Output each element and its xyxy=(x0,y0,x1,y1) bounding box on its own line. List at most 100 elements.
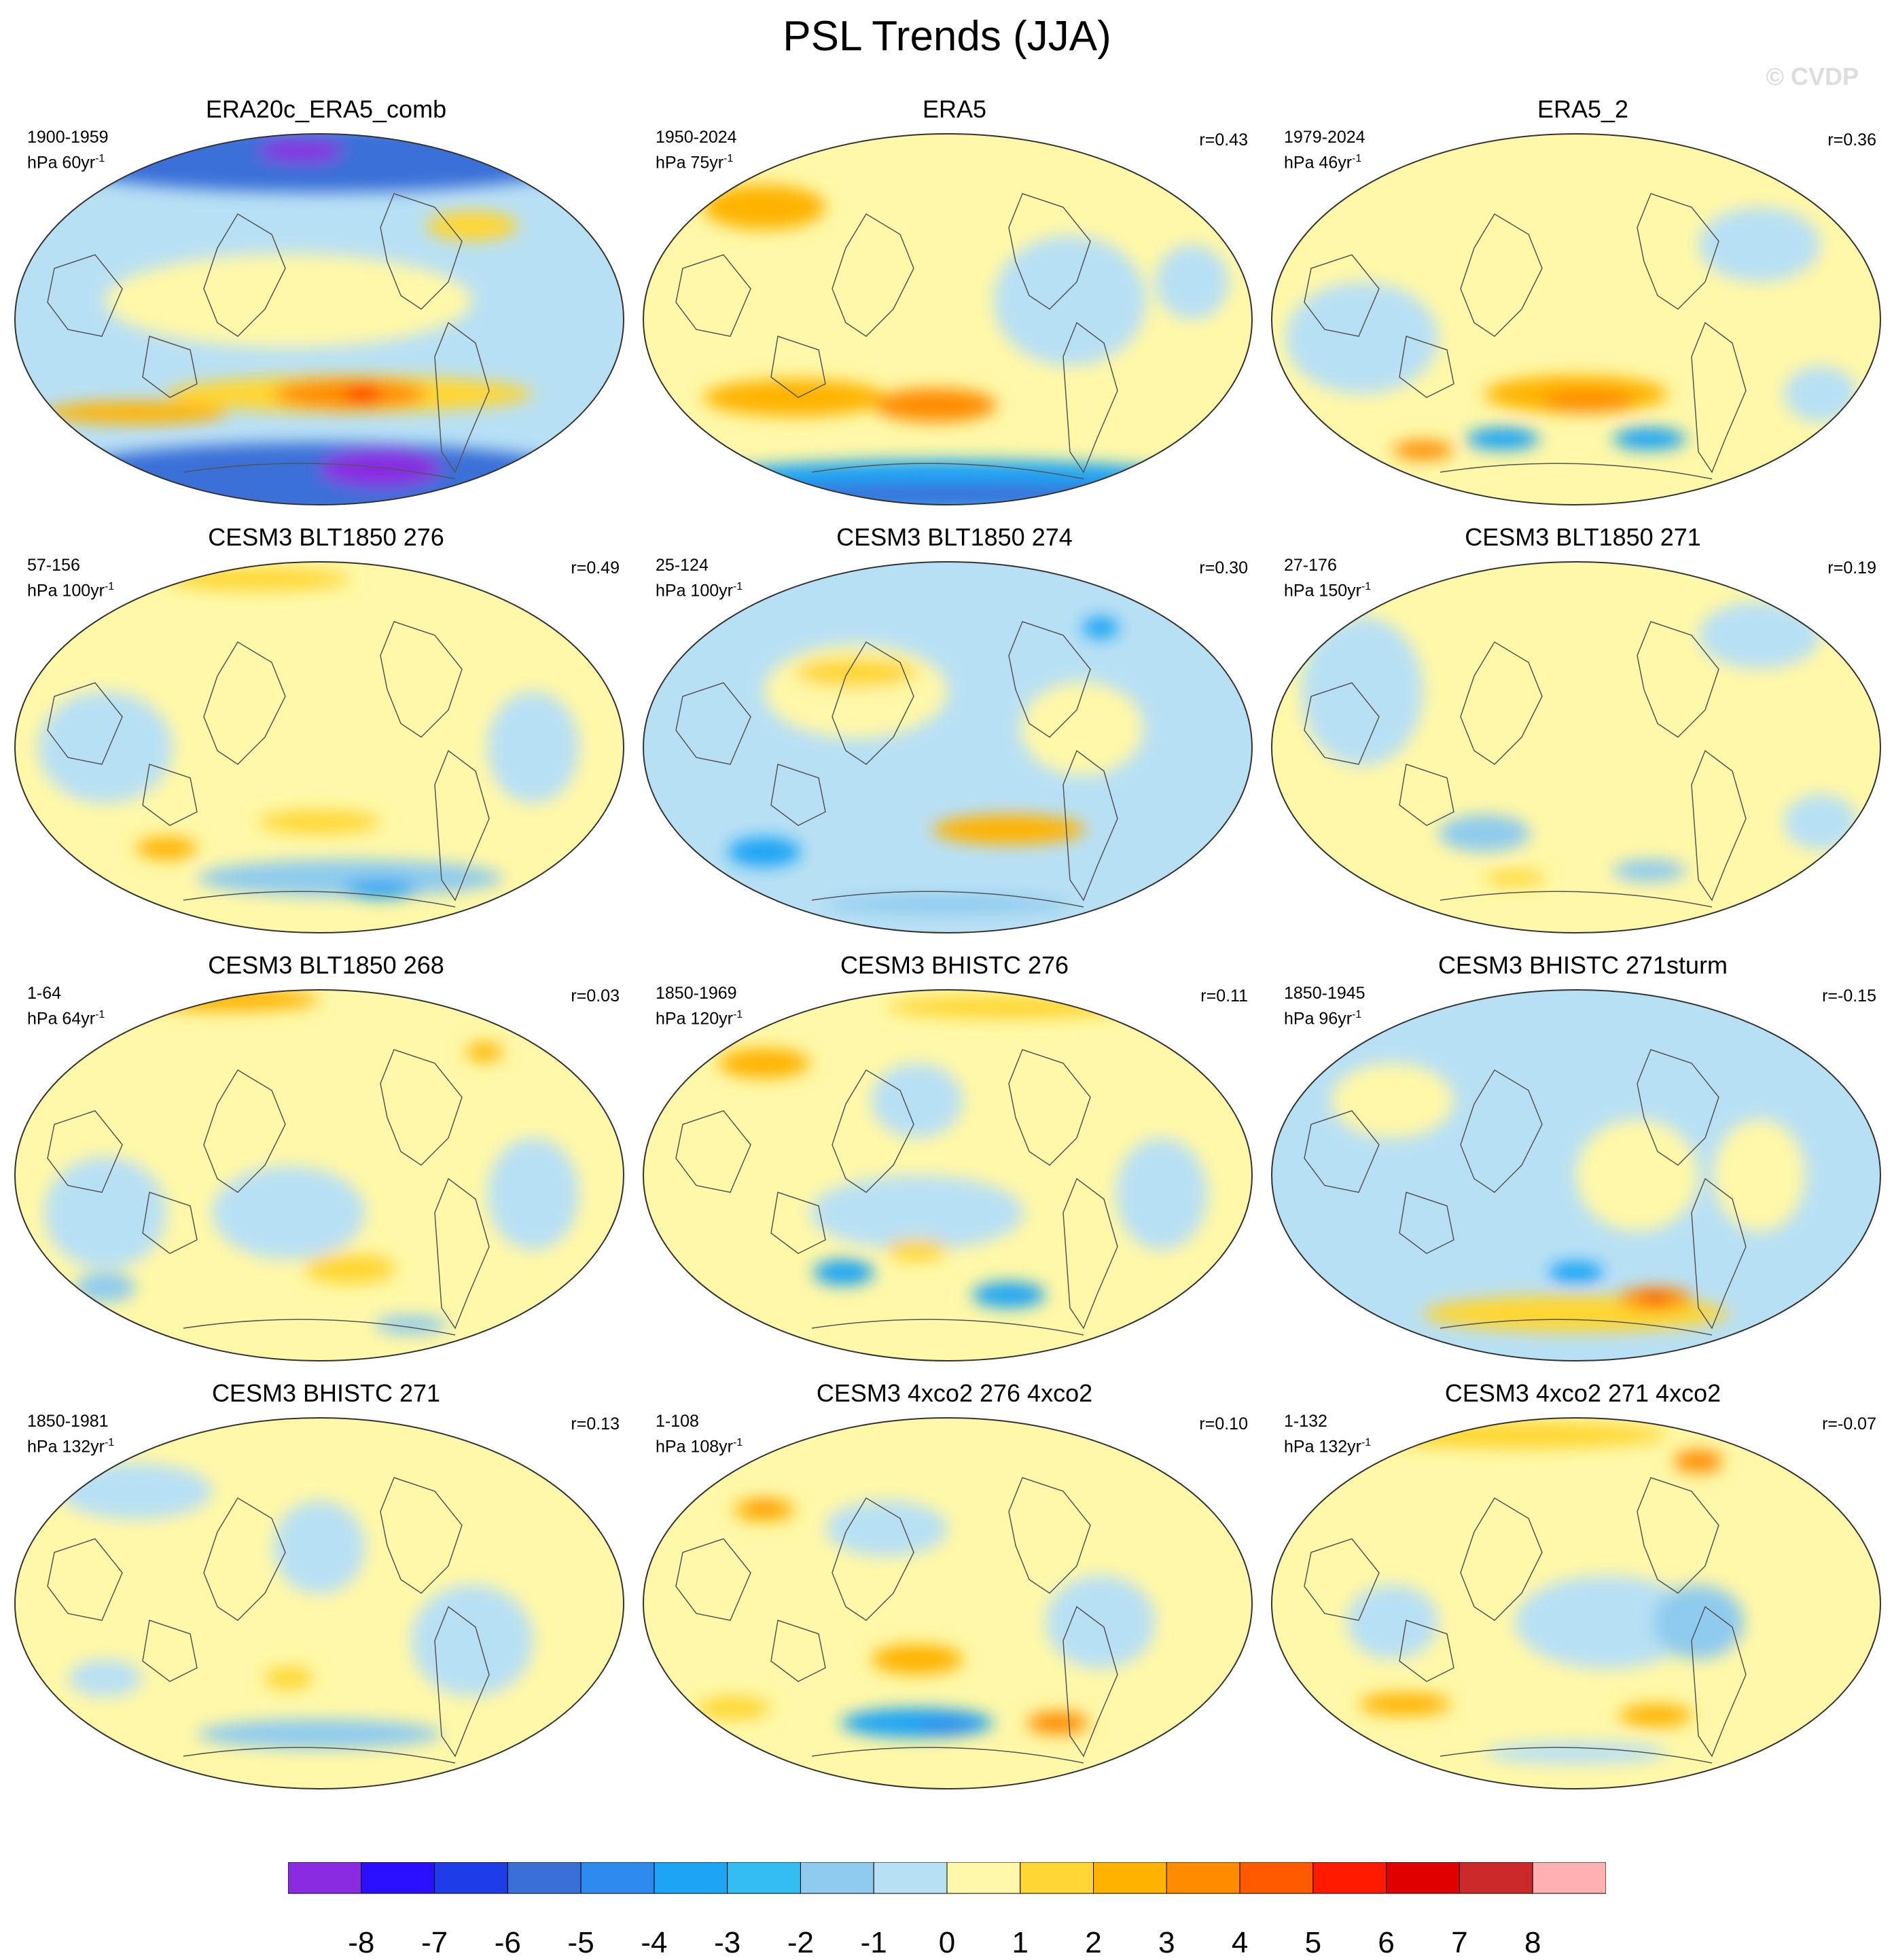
coastline xyxy=(832,1069,914,1193)
panel-title: CESM3 BLT1850 274 xyxy=(836,523,1073,551)
trend-contour xyxy=(69,1659,142,1697)
panel-years: 1900-1959 xyxy=(27,128,109,147)
map-border xyxy=(643,1417,1253,1789)
panel-title: ERA5_2 xyxy=(1537,95,1629,123)
panel-correlation: r=0.30 xyxy=(1199,558,1248,577)
trend-contour xyxy=(813,1259,874,1286)
panel-correlation: r=-0.15 xyxy=(1822,986,1876,1005)
coastline xyxy=(203,1069,286,1193)
map-panel: CESM3 BHISTC 276 1850-1969 hPa 120yr-1 r=0.… xyxy=(642,951,1267,1372)
panel-years: 57-156 xyxy=(27,556,80,575)
map-panel: CESM3 BLT1850 268 1-64 hPa 64yr-1 r=0.03 xyxy=(14,951,639,1372)
panel-title: CESM3 4xco2 276 4xco2 xyxy=(816,1379,1093,1407)
colorbar-swatch xyxy=(580,1862,655,1894)
coastline xyxy=(1440,1319,1713,1336)
coastline xyxy=(1399,336,1454,398)
trend-contour xyxy=(795,658,917,688)
trend-contour xyxy=(871,1063,963,1138)
panel-trend-unit: hPa 96yr-1 xyxy=(1284,1009,1362,1029)
trend-contour xyxy=(1698,207,1821,282)
trend-contour xyxy=(466,1042,503,1062)
coastline xyxy=(811,891,1084,908)
panel-trend-unit: hPa 132yr-1 xyxy=(27,1437,115,1457)
trend-contour xyxy=(1484,1741,1668,1764)
trend-contour xyxy=(304,1253,396,1284)
trend-contour xyxy=(426,211,518,241)
colorbar-swatch xyxy=(1239,1862,1314,1894)
coastline xyxy=(1062,1605,1118,1758)
map-projection xyxy=(643,989,1253,1361)
map-border xyxy=(14,989,624,1361)
trend-contour xyxy=(344,387,380,402)
trend-contour xyxy=(697,1696,770,1720)
colorbar-tick-label: -4 xyxy=(641,1926,668,1959)
coastline xyxy=(1304,1538,1380,1621)
coastline xyxy=(183,463,456,480)
coastline xyxy=(1399,764,1454,826)
panel-trend-unit: hPa 100yr-1 xyxy=(27,581,115,601)
trend-contour xyxy=(75,1272,136,1302)
colorbar-swatch xyxy=(288,1862,362,1894)
colorbar-tick-label: 1 xyxy=(1012,1926,1029,1959)
colorbar-tick-label: 7 xyxy=(1451,1926,1468,1959)
map-projection xyxy=(1271,1417,1881,1789)
panel-trend-unit: hPa 108yr-1 xyxy=(656,1437,743,1457)
map-border xyxy=(14,1417,624,1789)
coastline xyxy=(1008,1477,1091,1594)
panel-period: 1-132 hPa 132yr-1 xyxy=(1284,1410,1371,1457)
colorbar-swatch xyxy=(1459,1862,1533,1894)
panel-title: CESM3 BHISTC 276 xyxy=(840,951,1069,979)
trend-contour xyxy=(59,1463,213,1520)
colorbar-tick-label: 3 xyxy=(1158,1926,1175,1959)
coastline xyxy=(1691,749,1747,902)
map-border xyxy=(1271,133,1881,505)
trend-contour xyxy=(258,140,344,162)
colorbar-swatch xyxy=(507,1862,582,1894)
panel-correlation: r=0.11 xyxy=(1200,986,1248,1005)
trend-contour xyxy=(1576,1119,1698,1232)
trend-contour xyxy=(1082,616,1119,639)
map-projection xyxy=(1271,561,1881,933)
panel-trend-unit: hPa 60yr-1 xyxy=(27,153,105,173)
colorbar xyxy=(288,1862,1606,1894)
trend-contour xyxy=(993,235,1147,366)
trend-contour xyxy=(197,859,503,897)
map-border xyxy=(643,989,1253,1361)
coastline xyxy=(47,682,123,765)
map-border xyxy=(14,561,624,933)
trend-contour xyxy=(1362,1422,1668,1448)
panel-years: 1850-1945 xyxy=(1284,984,1365,1003)
coastline xyxy=(142,764,198,826)
trend-contour xyxy=(487,1138,579,1250)
trend-contour xyxy=(1332,1063,1454,1138)
coastline xyxy=(434,321,490,474)
trend-contour xyxy=(871,1644,963,1675)
coastline xyxy=(1691,1605,1747,1758)
trend-contour xyxy=(136,990,319,1011)
map-panel: CESM3 4xco2 276 4xco2 1-108 hPa 108yr-1 r=0… xyxy=(642,1379,1267,1800)
panel-title: CESM3 BLT1850 268 xyxy=(208,951,444,979)
trend-contour xyxy=(273,1500,365,1594)
page-title: PSL Trends (JJA) xyxy=(783,13,1111,60)
panel-period: 27-176 hPa 150yr-1 xyxy=(1284,554,1371,601)
coastline xyxy=(47,254,123,337)
panel-title: ERA20c_ERA5_comb xyxy=(205,95,447,123)
panel-trend-unit: hPa 120yr-1 xyxy=(656,1009,743,1029)
trend-contour xyxy=(1046,1575,1156,1669)
trend-contour xyxy=(197,1719,442,1749)
coastline xyxy=(811,463,1084,480)
coastline xyxy=(1304,1110,1380,1193)
trend-contour xyxy=(703,379,887,416)
trend-contour xyxy=(44,402,228,424)
colorbar-tick-label: 4 xyxy=(1231,1926,1249,1959)
map-panel: ERA20c_ERA5_comb 1900-1959 hPa 60yr-1 xyxy=(14,95,639,516)
trend-contour xyxy=(319,450,442,488)
map-border xyxy=(14,133,624,505)
trend-contour xyxy=(703,484,1192,505)
panel-years: 1850-1969 xyxy=(656,984,737,1003)
panel-correlation: r=0.36 xyxy=(1827,130,1876,149)
panel-period: 1850-1981 hPa 132yr-1 xyxy=(27,1410,114,1457)
coastline xyxy=(1304,254,1380,337)
map-panel: ERA5_2 1979-2024 hPa 46yr-1 r=0.36 xyxy=(1270,95,1894,516)
trend-contour xyxy=(825,895,1070,914)
